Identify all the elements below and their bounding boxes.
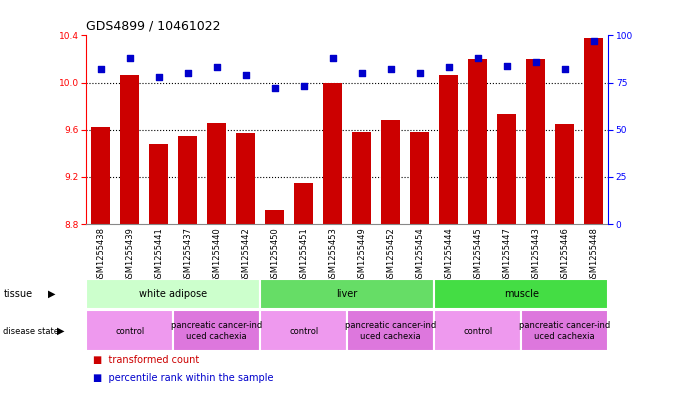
Text: disease state: disease state (3, 327, 59, 336)
Bar (410, 132, 429, 224)
Bar (261, 279, 434, 309)
Point (530, 59, 541, 65)
Bar (86, 279, 261, 309)
Point (588, 38, 599, 44)
Bar (91, 127, 111, 224)
Point (95, 66, 106, 72)
Bar (468, 59, 487, 224)
Point (328, 55, 339, 61)
Bar (439, 75, 458, 224)
Bar (236, 133, 255, 224)
Point (182, 70, 193, 76)
Bar (86, 310, 173, 351)
Bar (265, 210, 284, 224)
Text: tissue: tissue (3, 289, 32, 299)
Text: pancreatic cancer-ind
uced cachexia: pancreatic cancer-ind uced cachexia (345, 321, 436, 341)
Point (385, 66, 396, 72)
Bar (323, 83, 342, 224)
Bar (173, 310, 261, 351)
Text: control: control (289, 327, 319, 336)
Point (299, 83, 310, 90)
Bar (294, 183, 313, 224)
Bar (527, 59, 545, 224)
Bar (381, 120, 400, 224)
Bar (347, 310, 434, 351)
Text: white adipose: white adipose (140, 289, 207, 299)
Point (124, 55, 135, 61)
Text: ▶: ▶ (48, 289, 56, 299)
Point (240, 72, 252, 78)
Text: pancreatic cancer-ind
uced cachexia: pancreatic cancer-ind uced cachexia (519, 321, 610, 341)
Text: ▶: ▶ (57, 326, 65, 336)
Bar (521, 310, 608, 351)
Text: liver: liver (337, 289, 358, 299)
Text: GDS4899 / 10461022: GDS4899 / 10461022 (86, 20, 221, 33)
Point (472, 55, 483, 61)
Text: ■  transformed count: ■ transformed count (93, 356, 200, 365)
Point (153, 74, 164, 80)
Point (356, 70, 367, 76)
Bar (352, 132, 371, 224)
Bar (498, 114, 516, 224)
Text: control: control (463, 327, 492, 336)
Bar (261, 310, 347, 351)
Bar (207, 123, 226, 224)
Text: muscle: muscle (504, 289, 538, 299)
Point (211, 64, 223, 71)
Text: control: control (115, 327, 144, 336)
Text: pancreatic cancer-ind
uced cachexia: pancreatic cancer-ind uced cachexia (171, 321, 263, 341)
Bar (434, 279, 608, 309)
Bar (120, 75, 140, 224)
Bar (434, 310, 521, 351)
Point (559, 66, 570, 72)
Text: ■  percentile rank within the sample: ■ percentile rank within the sample (93, 373, 274, 383)
Point (443, 64, 454, 71)
Bar (584, 38, 603, 224)
Point (269, 85, 281, 91)
Bar (555, 124, 574, 224)
Point (414, 70, 425, 76)
Point (501, 62, 512, 69)
Bar (149, 144, 168, 224)
Bar (178, 136, 197, 224)
